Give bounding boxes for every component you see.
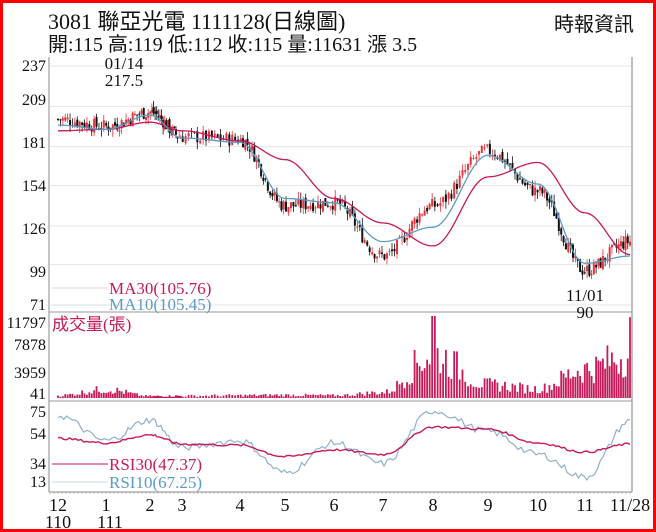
rsi10-legend: RSI10(67.25) — [109, 473, 202, 492]
x-label-8: 8 — [429, 495, 438, 515]
source-label: 時報資訊 — [554, 14, 634, 36]
x-label-10: 10 — [529, 495, 547, 515]
ma30-line — [58, 121, 631, 256]
volume-title: 成交量(張) — [52, 315, 131, 334]
price-tick-99: 99 — [30, 264, 46, 281]
low-value-annotation: 90 — [577, 303, 594, 322]
x-label-11: 11 — [576, 495, 593, 515]
volume-tick-7878: 7878 — [14, 337, 46, 354]
candlesticks — [57, 100, 631, 280]
volume-tick-41: 41 — [30, 386, 46, 403]
x-label-5: 5 — [281, 495, 290, 515]
high-value-annotation: 217.5 — [105, 71, 143, 90]
ohlc-summary: 開:115 高:119 低:112 收:115 量:11631 漲 3.5 — [48, 34, 418, 56]
rsi-tick-13: 13 — [30, 474, 46, 491]
x-label-11-28: 11/28 — [610, 495, 650, 515]
price-tick-71: 71 — [30, 297, 46, 314]
x-label-year-110: 110 — [45, 512, 71, 532]
price-tick-181: 181 — [22, 135, 46, 152]
x-label-7: 7 — [379, 495, 388, 515]
rsi30-line — [57, 425, 631, 458]
price-tick-237: 237 — [22, 58, 46, 75]
rsi-tick-54: 54 — [30, 426, 46, 443]
price-tick-126: 126 — [22, 221, 46, 238]
ma10-legend: MA10(105.45) — [109, 295, 211, 314]
x-label-12: 12 — [49, 495, 67, 515]
price-tick-154: 154 — [22, 178, 46, 195]
x-label-9: 9 — [484, 495, 493, 515]
high-date-annotation: 01/14 — [105, 54, 144, 73]
x-label-2: 2 — [146, 495, 155, 515]
price-tick-209: 209 — [22, 92, 46, 109]
volume-tick-11797: 11797 — [7, 315, 46, 332]
rsi-tick-75: 75 — [30, 404, 46, 421]
low-date-annotation: 11/01 — [566, 286, 604, 305]
ma30-legend: MA30(105.76) — [109, 279, 211, 298]
x-label-1: 1 — [102, 495, 111, 515]
rsi-tick-34: 34 — [30, 456, 46, 473]
x-label-6: 6 — [330, 495, 339, 515]
rsi30-legend: RSI30(47.37) — [109, 455, 202, 474]
chart-title: 3081 聯亞光電 1111128(日線圖) — [48, 9, 346, 34]
gridlines — [50, 65, 632, 306]
x-ticks — [49, 492, 631, 494]
ma10-line — [57, 114, 631, 264]
volume-bars — [57, 316, 631, 398]
volume-tick-3959: 3959 — [14, 365, 46, 382]
x-label-3: 3 — [178, 495, 187, 515]
rsi10-line — [57, 410, 631, 481]
x-label-year-111: 111 — [97, 512, 123, 532]
x-label-4: 4 — [236, 495, 245, 515]
